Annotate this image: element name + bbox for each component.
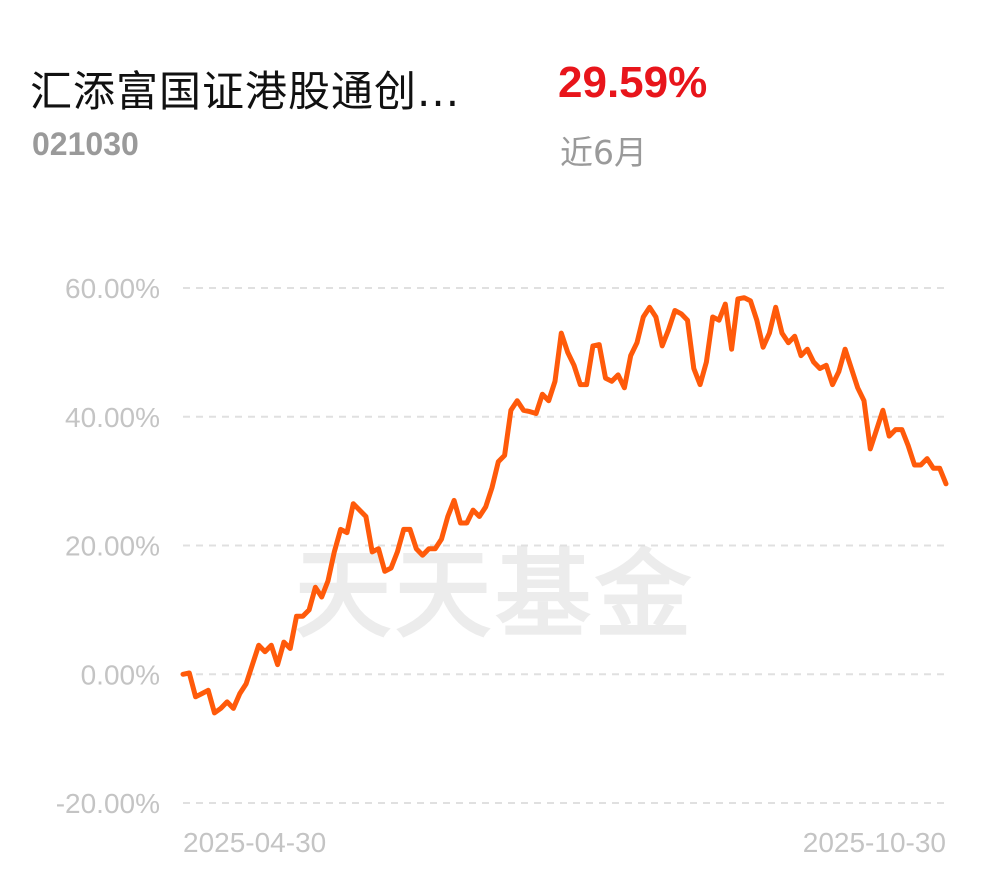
y-tick-label: -20.00% [56, 788, 160, 819]
series-line [180, 295, 949, 716]
y-tick-label: 60.00% [65, 273, 160, 304]
return-value: 29.59% [558, 58, 708, 107]
y-tick-label: 40.00% [65, 402, 160, 433]
x-tick-label: 2025-10-30 [803, 827, 946, 858]
y-axis-labels: 60.00% 40.00% 20.00% 0.00% -20.00% [56, 273, 160, 819]
watermark: 天天基金 [295, 539, 695, 651]
fund-name: 汇添富国证港股通创... [30, 67, 461, 116]
series-layer [180, 295, 949, 716]
return-period-label: 近6月 [560, 133, 647, 172]
x-axis-labels: 2025-04-30 2025-10-30 [183, 827, 946, 858]
grid-lines [183, 287, 946, 804]
x-tick-label: 2025-04-30 [183, 827, 326, 858]
y-tick-label: 20.00% [65, 531, 160, 562]
y-tick-label: 0.00% [81, 659, 160, 690]
fund-code: 021030 [32, 126, 139, 162]
